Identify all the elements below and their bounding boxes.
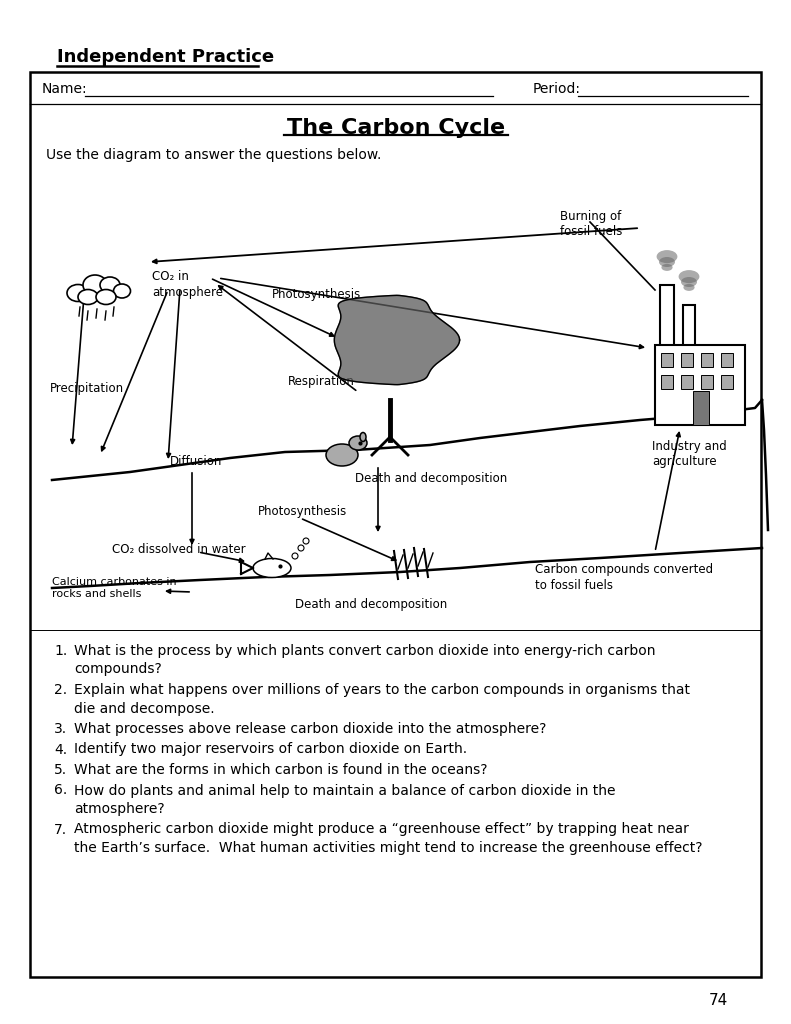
Text: The Carbon Cycle: The Carbon Cycle — [287, 118, 505, 138]
Text: 2.: 2. — [54, 683, 67, 697]
Text: 5.: 5. — [54, 763, 67, 777]
Ellipse shape — [253, 558, 291, 578]
Text: Use the diagram to answer the questions below.: Use the diagram to answer the questions … — [46, 148, 381, 162]
Text: Independent Practice: Independent Practice — [57, 48, 274, 66]
Text: 4.: 4. — [54, 742, 67, 757]
Text: Photosynthesis: Photosynthesis — [272, 288, 361, 301]
Text: Identify two major reservoirs of carbon dioxide on Earth.: Identify two major reservoirs of carbon … — [74, 742, 467, 757]
Bar — [701, 375, 713, 389]
Ellipse shape — [113, 284, 131, 298]
Ellipse shape — [360, 432, 366, 441]
Circle shape — [298, 545, 304, 551]
Text: Death and decomposition: Death and decomposition — [295, 598, 447, 611]
Text: Name:: Name: — [42, 82, 88, 96]
Text: How do plants and animal help to maintain a balance of carbon dioxide in the: How do plants and animal help to maintai… — [74, 783, 615, 798]
Bar — [681, 375, 693, 389]
Ellipse shape — [78, 290, 98, 304]
Text: Burning of
fossil fuels: Burning of fossil fuels — [560, 210, 623, 238]
Text: Industry and
agriculture: Industry and agriculture — [652, 440, 727, 468]
Ellipse shape — [681, 278, 697, 287]
Text: compounds?: compounds? — [74, 663, 161, 677]
Text: 3.: 3. — [54, 722, 67, 736]
Text: Period:: Period: — [533, 82, 581, 96]
Circle shape — [292, 553, 298, 559]
Text: CO₂ in
atmosphere: CO₂ in atmosphere — [152, 270, 223, 299]
Bar — [661, 353, 673, 367]
Bar — [681, 353, 693, 367]
Text: Precipitation: Precipitation — [50, 382, 124, 395]
Text: Diffusion: Diffusion — [170, 455, 222, 468]
Text: Carbon compounds converted
to fossil fuels: Carbon compounds converted to fossil fue… — [535, 563, 713, 592]
Ellipse shape — [683, 284, 694, 291]
Bar — [693, 391, 709, 425]
Bar — [721, 375, 733, 389]
Text: die and decompose.: die and decompose. — [74, 701, 214, 716]
Text: 74: 74 — [709, 993, 728, 1008]
Ellipse shape — [349, 436, 367, 450]
Text: What are the forms in which carbon is found in the oceans?: What are the forms in which carbon is fo… — [74, 763, 487, 777]
Text: 7.: 7. — [54, 822, 67, 837]
Ellipse shape — [96, 290, 116, 304]
FancyBboxPatch shape — [30, 72, 761, 977]
Bar — [655, 345, 745, 425]
Text: What is the process by which plants convert carbon dioxide into energy-rich carb: What is the process by which plants conv… — [74, 644, 656, 658]
Bar — [661, 375, 673, 389]
Text: What processes above release carbon dioxide into the atmosphere?: What processes above release carbon diox… — [74, 722, 547, 736]
Text: Explain what happens over millions of years to the carbon compounds in organisms: Explain what happens over millions of ye… — [74, 683, 690, 697]
Text: atmosphere?: atmosphere? — [74, 802, 165, 816]
Ellipse shape — [326, 444, 358, 466]
Ellipse shape — [661, 264, 672, 271]
Bar — [701, 353, 713, 367]
Text: Calcium carbonates in
rocks and shells: Calcium carbonates in rocks and shells — [52, 577, 176, 599]
Polygon shape — [335, 295, 460, 385]
Ellipse shape — [657, 250, 677, 263]
Circle shape — [303, 538, 309, 544]
Text: Atmospheric carbon dioxide might produce a “greenhouse effect” by trapping heat : Atmospheric carbon dioxide might produce… — [74, 822, 689, 837]
Bar — [721, 353, 733, 367]
Text: Death and decomposition: Death and decomposition — [355, 472, 507, 485]
Text: CO₂ dissolved in water: CO₂ dissolved in water — [112, 543, 246, 556]
Ellipse shape — [659, 257, 675, 267]
Bar — [683, 305, 695, 360]
Ellipse shape — [67, 285, 89, 301]
Text: 6.: 6. — [54, 783, 67, 798]
Ellipse shape — [100, 278, 120, 293]
Text: Photosynthesis: Photosynthesis — [258, 505, 347, 518]
Text: 1.: 1. — [54, 644, 67, 658]
Bar — [660, 285, 674, 360]
Ellipse shape — [83, 275, 107, 295]
Text: the Earth’s surface.  What human activities might tend to increase the greenhous: the Earth’s surface. What human activiti… — [74, 841, 702, 855]
Text: Respiration: Respiration — [288, 375, 355, 388]
Ellipse shape — [679, 270, 699, 283]
